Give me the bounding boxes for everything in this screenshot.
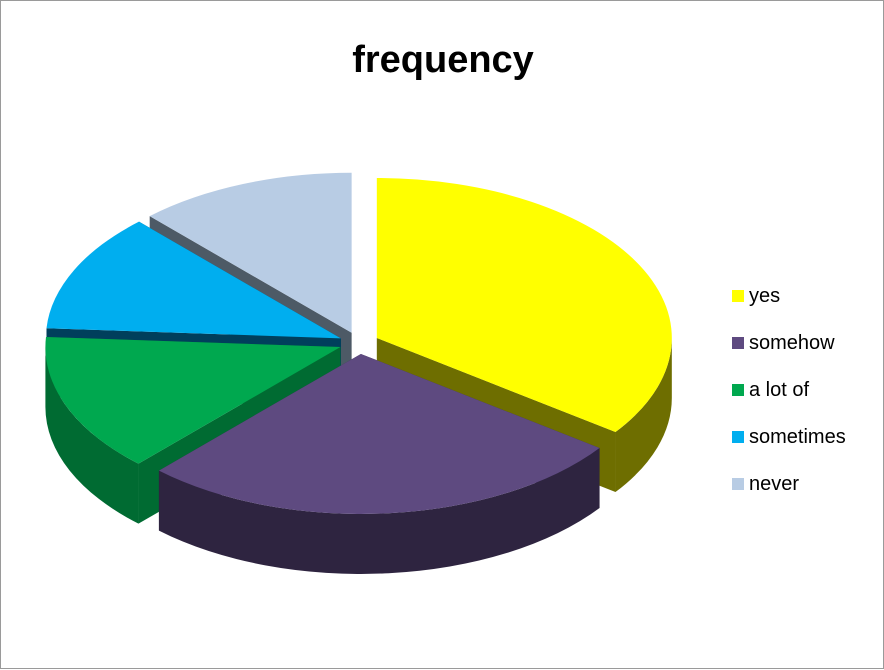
legend-swatch-never <box>732 478 744 490</box>
pie-slice-top-sometimes <box>46 221 341 339</box>
pie-slice-side-yes <box>615 338 672 493</box>
legend-swatch-sometimes <box>732 431 744 443</box>
legend-label: a lot of <box>749 378 810 401</box>
pie-slice-side-somehow <box>158 447 600 574</box>
legend-item-never: never <box>732 469 846 499</box>
pie-slice-somehow <box>158 353 600 574</box>
pie-slices <box>45 172 672 574</box>
pie-slice-top-never <box>149 172 352 333</box>
legend-label: yes <box>749 284 781 307</box>
legend-swatch-yes <box>732 290 744 302</box>
pie-slice-top-somehow <box>158 353 600 514</box>
legend-label: sometimes <box>749 425 846 448</box>
legend-swatch-somehow <box>732 337 744 349</box>
legend-item-sometimes: sometimes <box>732 422 846 452</box>
legend-item-yes: yes <box>732 281 846 311</box>
legend-label: somehow <box>749 331 835 354</box>
pie-slice-top-a-lot-of <box>45 337 341 464</box>
legend: yes somehow a lot of sometimes never <box>732 281 846 516</box>
pie-slice-side-a-lot-of <box>45 347 139 524</box>
legend-item-a-lot-of: a lot of <box>732 375 846 405</box>
legend-item-somehow: somehow <box>732 328 846 358</box>
pie-slice-top-yes <box>376 178 672 433</box>
chart-title: frequency <box>352 39 534 81</box>
legend-swatch-a-lot-of <box>732 384 744 396</box>
legend-label: never <box>749 472 800 495</box>
